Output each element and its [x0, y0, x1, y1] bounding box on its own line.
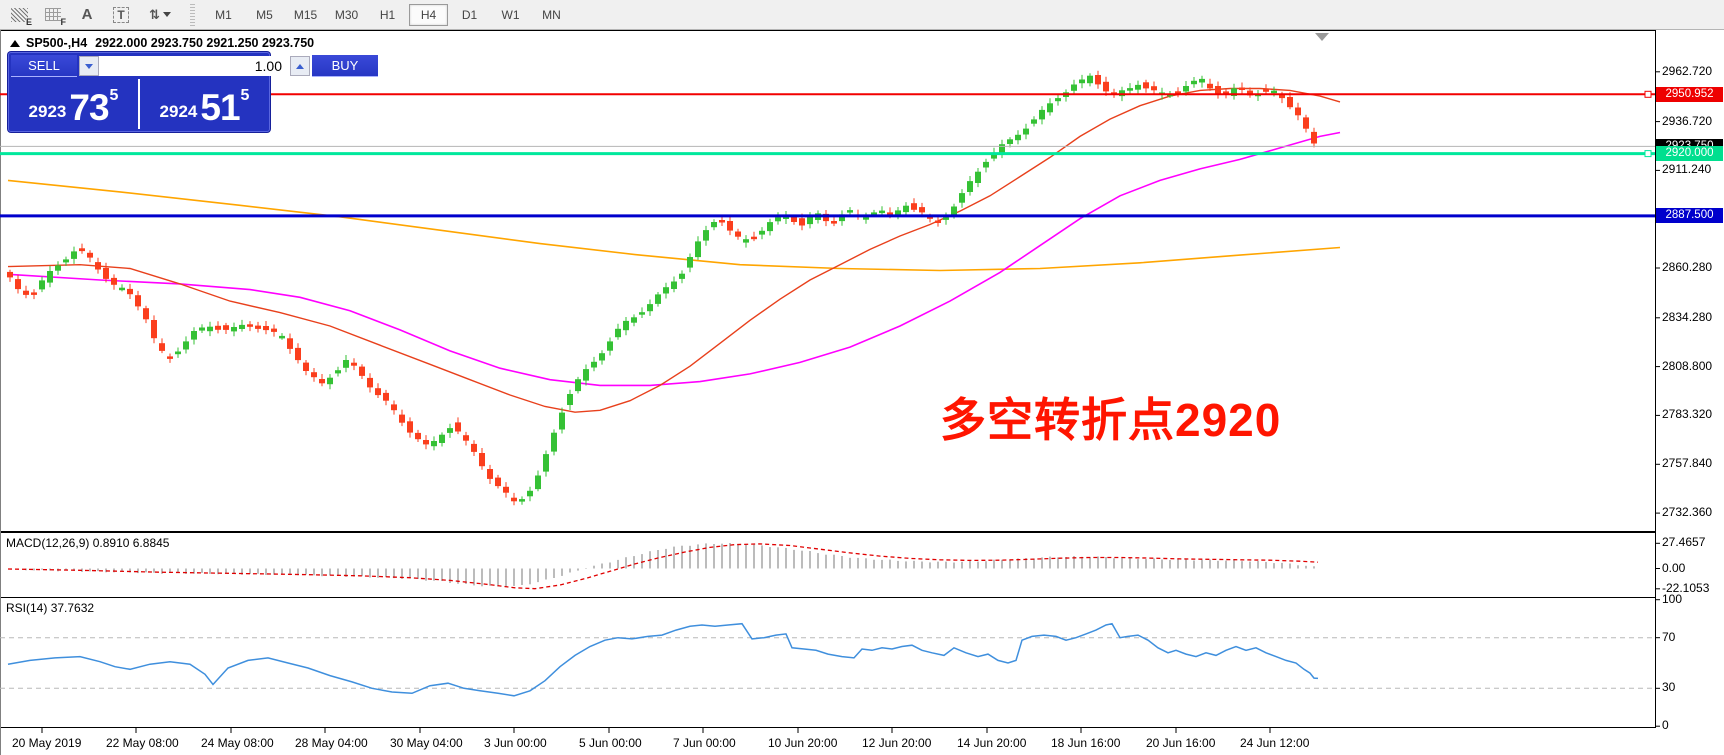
- chart-title: SP500-,H4 2922.000 2923.750 2921.250 292…: [10, 36, 314, 50]
- experts-icon[interactable]: E: [4, 3, 34, 27]
- ma-fast-red-line[interactable]: [7, 87, 1341, 413]
- experts-icon-letter: E: [25, 16, 32, 27]
- buy-price-sup: 5: [240, 87, 250, 104]
- macd-label: MACD(12,26,9) 0.8910 6.8845: [6, 536, 170, 550]
- date-axis-label: 7 Jun 00:00: [673, 736, 736, 750]
- timeframe-button-M1[interactable]: M1: [215, 7, 232, 22]
- rsi-label: RSI(14) 37.7632: [6, 601, 95, 615]
- font-icon[interactable]: A: [72, 3, 102, 27]
- date-axis-label: 10 Jun 20:00: [768, 736, 838, 750]
- timeframe-group: M1 M5 M15 M30 H1 H4 D1 W1 MN: [203, 3, 572, 26]
- sell-price-big: 73: [69, 87, 109, 128]
- font-icon-letter: A: [81, 6, 93, 23]
- date-axis-label: 18 Jun 16:00: [1051, 736, 1121, 750]
- rsi-tick-label: 100: [1662, 591, 1683, 606]
- macd-tick-label: 27.4657: [1662, 535, 1706, 550]
- timeframe-button-W1[interactable]: W1: [501, 7, 520, 22]
- date-axis-label: 5 Jun 00:00: [579, 736, 642, 750]
- price-badge[interactable]: 2887.500: [1656, 208, 1723, 224]
- up-arrow-icon: [296, 63, 304, 69]
- date-axis-label: 14 Jun 20:00: [957, 736, 1027, 750]
- ma-slow-orange-line[interactable]: [7, 179, 1341, 272]
- symbol-label: SP500-,H4: [26, 36, 88, 50]
- text-label-icon[interactable]: T: [106, 3, 136, 27]
- sort-arrows-glyph: ⇅: [149, 6, 160, 22]
- rsi-line: [7, 622, 1319, 697]
- timeframe-button-H4[interactable]: H4: [409, 3, 448, 26]
- timeframe-button-M30[interactable]: M30: [334, 7, 359, 22]
- chart-toolbar: E F A T ⇅ M1 M5 M15 M30 H1 H4 D1 W1 MN: [0, 0, 1724, 30]
- buy-price[interactable]: 2924 51 5: [140, 79, 269, 129]
- grid-icon[interactable]: F: [38, 3, 68, 27]
- rsi-pane-frame: [0, 597, 1656, 728]
- volume-increase-button[interactable]: [290, 56, 310, 76]
- order-panel-prices: 2923 73 5 2924 51 5: [9, 79, 269, 129]
- rsi-tick-label: 30: [1662, 680, 1676, 695]
- chevron-down-icon: [162, 12, 171, 17]
- volume-decrease-button[interactable]: [79, 56, 99, 76]
- macd-tick-label: 0.00: [1662, 560, 1686, 575]
- buy-button[interactable]: BUY: [312, 55, 378, 77]
- rsi-tick-label: 70: [1662, 629, 1676, 644]
- price-tick-label: 2732.360: [1662, 505, 1713, 520]
- timeframe-button-MN[interactable]: MN: [542, 7, 561, 22]
- chart-window: SP500-,H4 2922.000 2923.750 2921.250 292…: [0, 30, 1724, 755]
- price-tick-label: 2808.800: [1662, 358, 1713, 373]
- hline-handle[interactable]: [1644, 150, 1652, 158]
- date-axis-label: 12 Jun 20:00: [862, 736, 932, 750]
- macd-histogram: [9, 543, 1315, 588]
- price-badge[interactable]: 2950.952: [1656, 86, 1723, 102]
- buy-price-small: 2924: [159, 102, 198, 121]
- macd-tick-label: -22.1053: [1662, 580, 1710, 595]
- date-axis-label: 3 Jun 00:00: [484, 736, 547, 750]
- chart-text-annotation[interactable]: 多空转折点2920: [940, 394, 1282, 446]
- timeframe-button-M5[interactable]: M5: [256, 7, 273, 22]
- text-label-glyph: T: [113, 6, 129, 23]
- date-axis-label: 24 Jun 12:00: [1240, 736, 1310, 750]
- date-axis-label: 20 Jun 16:00: [1146, 736, 1216, 750]
- timeframe-button-M15[interactable]: M15: [293, 7, 318, 22]
- hline-handle[interactable]: [1644, 90, 1652, 98]
- grid-glyph: [45, 8, 61, 21]
- price-tick-label: 2962.720: [1662, 63, 1713, 78]
- buy-price-big: 51: [200, 87, 240, 128]
- one-click-trading-panel: SELL BUY 2923 73 5 2924 51 5: [8, 52, 378, 132]
- price-tick-label: 2936.720: [1662, 113, 1713, 128]
- grid-icon-letter: F: [60, 16, 66, 27]
- date-axis-label: 24 May 08:00: [201, 736, 274, 750]
- date-axis-label: 28 May 04:00: [295, 736, 368, 750]
- chart-shift-marker[interactable]: [1315, 33, 1329, 41]
- date-axis-label: 22 May 08:00: [106, 736, 179, 750]
- hatch-glyph: [10, 7, 28, 22]
- date-axis-label: 20 May 2019: [12, 736, 82, 750]
- sell-price[interactable]: 2923 73 5: [9, 79, 140, 129]
- volume-input[interactable]: [99, 56, 290, 76]
- macd-signal-line: [7, 543, 1319, 590]
- down-arrow-icon: [85, 63, 93, 69]
- chart-canvas[interactable]: [0, 30, 1724, 755]
- symbol-triangle-icon: [10, 39, 20, 47]
- price-tick-label: 2757.840: [1662, 456, 1713, 471]
- timeframe-button-H1[interactable]: H1: [379, 7, 396, 22]
- sell-price-sup: 5: [109, 87, 119, 104]
- order-panel-top-row: SELL BUY: [9, 53, 378, 79]
- macd-pane-frame: [0, 532, 1656, 598]
- ma-mid-magenta-line[interactable]: [7, 131, 1341, 387]
- rsi-tick-label: 0: [1662, 718, 1669, 733]
- ohlc-values: 2922.000 2923.750 2921.250 2923.750: [95, 36, 315, 50]
- price-tick-label: 2860.280: [1662, 260, 1713, 274]
- price-tick-label: 2834.280: [1662, 309, 1713, 324]
- sell-button[interactable]: SELL: [11, 55, 77, 77]
- date-axis-label: 30 May 04:00: [390, 736, 463, 750]
- price-badge[interactable]: 2920.000: [1656, 146, 1723, 162]
- sell-price-small: 2923: [28, 102, 67, 121]
- timeframe-button-D1[interactable]: D1: [461, 7, 478, 22]
- candles-down: [7, 70, 1317, 506]
- object-sort-icon[interactable]: ⇅: [140, 3, 180, 27]
- toolbar-separator: [190, 3, 195, 26]
- price-tick-label: 2783.320: [1662, 407, 1713, 422]
- price-tick-label: 2911.240: [1662, 162, 1712, 177]
